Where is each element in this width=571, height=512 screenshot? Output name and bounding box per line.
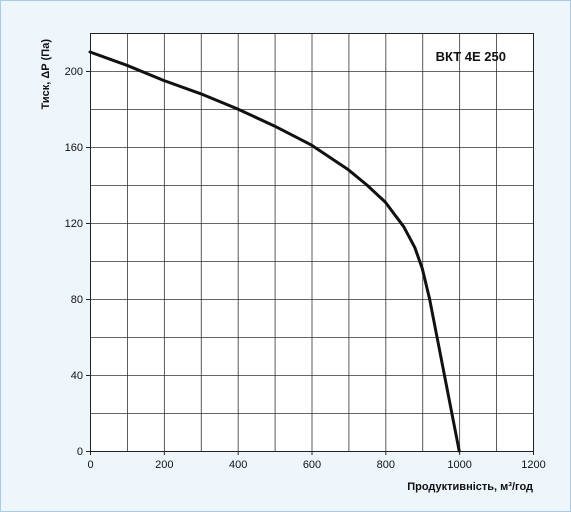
y-tick-label: 80 (71, 294, 83, 306)
y-tick-label: 120 (65, 218, 83, 230)
x-tick-label: 200 (155, 459, 173, 471)
y-tick-label: 160 (65, 142, 83, 154)
chart-title: ВКТ 4Е 250 (436, 49, 506, 64)
y-axis-label: Тиск, ΔР (Па) (40, 39, 52, 110)
x-tick-label: 800 (377, 459, 395, 471)
x-tick-label: 0 (87, 459, 93, 471)
y-tick-label: 0 (77, 446, 83, 458)
x-tick-label: 400 (229, 459, 247, 471)
x-axis-label: Продуктивність, м³/год (407, 481, 533, 493)
series-curve (88, 50, 461, 453)
x-tick-label: 600 (303, 459, 321, 471)
x-tick-label: 1000 (447, 459, 471, 471)
plot-area (90, 33, 533, 451)
tick-labels: 0 200 400 600 800 1000 1200 0 40 80 120 160 200 (65, 66, 546, 471)
x-tick-label: 1200 (521, 459, 545, 471)
y-tick-label: 40 (71, 370, 83, 382)
y-tick-label: 200 (65, 66, 83, 78)
